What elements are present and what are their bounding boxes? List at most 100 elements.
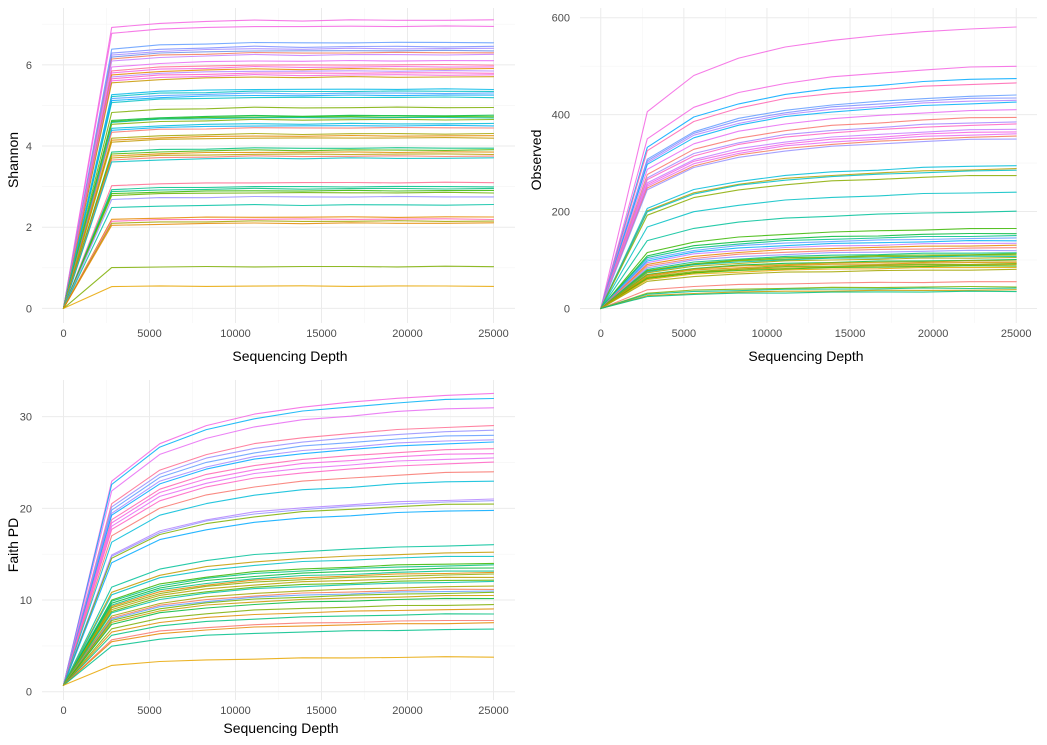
observed-series-line [600, 109, 1017, 310]
faith-pd-series-line [62, 567, 495, 686]
shannon-series-line [62, 70, 495, 309]
shannon-y-tick-label: 4 [26, 141, 32, 153]
observed-series-line [600, 255, 1017, 310]
faith-pd-series-line [62, 551, 495, 686]
faith-pd-series-line [62, 544, 495, 686]
observed-series-line [600, 227, 1017, 310]
shannon-series-line [62, 187, 495, 309]
shannon-x-tick-label: 15000 [306, 328, 337, 340]
faith-pd-series-line [62, 591, 495, 686]
faith-pd-series-line [62, 622, 495, 686]
observed-y-tick-label: 400 [552, 110, 570, 122]
shannon-series-line [62, 94, 495, 309]
shannon-series-line [62, 137, 495, 309]
observed-series-line [600, 128, 1017, 310]
faith-pd-series-line [62, 613, 495, 686]
shannon-series-line [62, 72, 495, 309]
observed-y-tick-label: 200 [552, 207, 570, 219]
observed-series-line [600, 260, 1017, 310]
faith-pd-x-tick-label: 20000 [392, 705, 423, 717]
shannon-series-line [62, 59, 495, 309]
faith-pd-series-line [62, 453, 495, 686]
faith-pd-series-line [62, 588, 495, 686]
observed-series-line [600, 135, 1017, 310]
observed-series-line [600, 101, 1017, 310]
faith-pd-y-tick-label: 30 [20, 412, 32, 424]
shannon-series-line [62, 285, 495, 309]
shannon-series-line [62, 151, 495, 309]
observed-series-line [600, 244, 1017, 310]
shannon-series-line [62, 88, 495, 309]
shannon-x-tick-label: 5000 [137, 328, 161, 340]
shannon-x-tick-label: 20000 [392, 328, 423, 340]
observed-series-line [600, 265, 1017, 310]
observed-series-line [600, 82, 1017, 310]
shannon-series-line [62, 25, 495, 309]
observed-series-line [600, 26, 1017, 310]
faith-pd-series-line [62, 608, 495, 686]
shannon-series-line [62, 47, 495, 309]
faith-pd-x-tick-label: 25000 [478, 705, 509, 717]
shannon-series-line [62, 122, 495, 309]
observed-series-line [600, 262, 1017, 310]
observed-series-line [600, 78, 1017, 310]
faith-pd-series-line [62, 441, 495, 686]
faith-pd-x-tick-label: 5000 [137, 705, 161, 717]
faith-pd-series-line [62, 457, 495, 686]
observed-y-tick-label: 0 [564, 303, 570, 315]
shannon-series-line [62, 155, 495, 309]
shannon-series-line [62, 116, 495, 309]
observed-series-line [600, 121, 1017, 310]
observed-series-line [600, 232, 1017, 310]
shannon-panel: 0 5000 10000 15000 20000 25000 0 2 4 6 Sequencing… [5, 8, 515, 364]
shannon-y-tick-label: 2 [26, 222, 32, 234]
observed-series-line [600, 240, 1017, 310]
faith-pd-series-line [62, 555, 495, 686]
shannon-series-line [62, 118, 495, 309]
observed-x-tick-label: 15000 [835, 328, 866, 340]
observed-series-line [600, 131, 1017, 310]
observed-series-line [600, 138, 1017, 310]
observed-x-tick-label: 10000 [752, 328, 783, 340]
shannon-series-line [62, 106, 495, 309]
shannon-series-line [62, 220, 495, 309]
shannon-series-line [62, 126, 495, 309]
shannon-series-line [62, 189, 495, 309]
faith-pd-series-line [62, 628, 495, 686]
shannon-series-line [62, 63, 495, 309]
shannon-series-line [62, 153, 495, 309]
faith-pd-series-line [62, 573, 495, 686]
faith-pd-y-axis-title: Faith PD [5, 518, 21, 572]
faith-pd-series-line [62, 509, 495, 686]
observed-x-tick-label: 20000 [918, 328, 949, 340]
observed-x-tick-label: 25000 [1001, 328, 1032, 340]
shannon-series-line [62, 65, 495, 309]
faith-pd-series-line [62, 425, 495, 686]
shannon-x-axis-title: Sequencing Depth [232, 348, 347, 364]
shannon-series-line [62, 92, 495, 309]
faith-pd-series-line [62, 564, 495, 686]
shannon-series-line [62, 96, 495, 309]
shannon-series-line [62, 216, 495, 309]
shannon-series-line [62, 185, 495, 309]
shannon-series-line [62, 114, 495, 309]
faith-pd-series-line [62, 434, 495, 686]
observed-x-tick-label: 5000 [672, 328, 696, 340]
shannon-series-line [62, 51, 495, 309]
observed-series-line [600, 252, 1017, 310]
faith-pd-series-line [62, 397, 495, 686]
observed-y-axis-title: Observed [528, 130, 544, 191]
faith-pd-x-axis-title: Sequencing Depth [223, 720, 338, 736]
faith-pd-series-line [62, 500, 495, 686]
observed-series-line [600, 285, 1017, 310]
shannon-series-line [62, 90, 495, 309]
faith-pd-series-line [62, 461, 495, 686]
shannon-series-line [62, 67, 495, 309]
shannon-x-tick-label: 10000 [220, 328, 251, 340]
observed-series-line [600, 116, 1017, 310]
faith-pd-series-line [62, 604, 495, 686]
observed-series-line [600, 268, 1017, 310]
faith-pd-series-line [62, 471, 495, 686]
observed-series-line [600, 133, 1017, 310]
